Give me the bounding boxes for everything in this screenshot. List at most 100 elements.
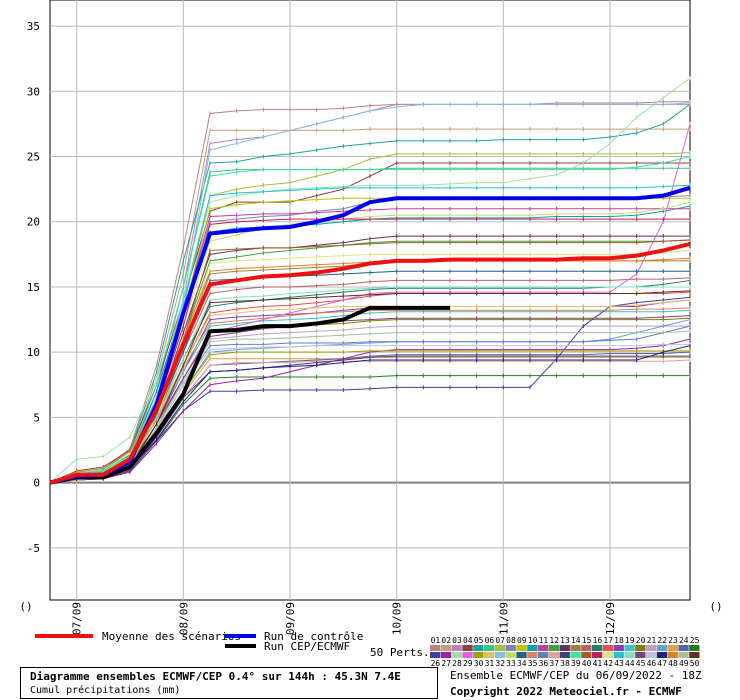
series-line-moyenne-des-sc-narios: [49, 241, 691, 485]
pert-number: 39: [571, 659, 581, 668]
pert-color-swatch: [570, 652, 581, 658]
pert-color-swatch: [440, 652, 452, 658]
copyright: Copyright 2022 Meteociel.fr - ECMWF: [450, 685, 682, 698]
pert-color-swatch: [656, 652, 668, 658]
pert-color-swatch: [602, 645, 614, 651]
pert-number: 21: [647, 636, 657, 645]
pert-color-swatch: [689, 652, 700, 658]
pert-number: 14: [571, 636, 581, 645]
pert-color-swatch: [624, 645, 635, 651]
pert-number: 16: [593, 636, 603, 645]
pert-number: 17: [603, 636, 613, 645]
pert-color-swatch: [678, 652, 689, 658]
pert-color-swatch: [570, 645, 581, 651]
pert-color-swatch: [505, 652, 516, 658]
pert-color-swatch: [646, 652, 657, 658]
x-tick-label: 09/09: [284, 602, 297, 635]
pert-number: 06: [485, 636, 495, 645]
pert-number: 31: [485, 659, 495, 668]
pert-number: 37: [549, 659, 559, 668]
pert-color-swatch: [430, 652, 441, 658]
pert-number: 05: [474, 636, 484, 645]
pert-color-swatch: [538, 645, 549, 651]
pert-number: 19: [625, 636, 635, 645]
legend-mean-label: Moyenne des scénarios: [102, 630, 241, 643]
x-tick-label: 11/09: [497, 602, 510, 635]
pert-color-swatch: [678, 645, 689, 651]
pert-color-swatch: [451, 645, 462, 651]
x-tick-label: 08/09: [177, 602, 190, 635]
pert-color-swatch: [516, 645, 527, 651]
pert-number: 04: [463, 636, 473, 645]
pert-number: 15: [582, 636, 592, 645]
y-tick-label: 5: [33, 411, 40, 424]
pert-number: 12: [549, 636, 559, 645]
pert-number: 36: [539, 659, 549, 668]
pert-color-swatch: [548, 645, 560, 651]
legend-cep-label: Run CEP/ECMWF: [264, 640, 350, 653]
pert-number: 13: [560, 636, 570, 645]
pert-color-swatch: [592, 652, 603, 658]
pert-color-swatch: [440, 645, 452, 651]
pert-number: 41: [593, 659, 603, 668]
pert-color-swatch: [592, 645, 603, 651]
pert-number: 03: [452, 636, 462, 645]
pert-color-swatch: [451, 652, 462, 658]
x-tick-label: 12/09: [604, 602, 617, 635]
pert-number: 25: [690, 636, 700, 645]
pert-color-swatch: [602, 652, 614, 658]
y-tick-label: 25: [27, 151, 40, 164]
pert-number: 18: [614, 636, 624, 645]
pert-number: 38: [560, 659, 570, 668]
pert-number: 24: [679, 636, 689, 645]
pert-color-swatch: [635, 652, 646, 658]
pert-number: 27: [441, 659, 451, 668]
pert-color-swatch: [559, 652, 570, 658]
chart-title-box: Diagramme ensembles ECMWF/CEP 0.4° sur 1…: [20, 667, 438, 699]
pert-color-swatch: [473, 652, 484, 658]
y-tick-label: 10: [27, 346, 40, 359]
pert-color-swatch: [581, 645, 592, 651]
pert-number: 45: [636, 659, 646, 668]
pert-color-swatch: [473, 645, 484, 651]
y-tick-label: 20: [27, 216, 40, 229]
legend-control-label: Run de contrôle: [264, 630, 363, 643]
pert-color-swatch: [613, 652, 624, 658]
chart-subtitle: Cumul précipitations (mm): [30, 685, 181, 696]
pert-color-swatch: [527, 645, 538, 651]
pert-color-swatch: [581, 652, 592, 658]
pert-color-swatch: [462, 652, 473, 658]
x-tick-label: 07/09: [71, 602, 84, 635]
pert-number: 50: [690, 659, 700, 668]
pert-color-swatch: [656, 645, 668, 651]
grid: [50, 0, 690, 600]
pert-color-swatch: [559, 645, 570, 651]
pert-color-swatch: [613, 645, 624, 651]
pert-number: 20: [636, 636, 646, 645]
pert-color-swatch: [505, 645, 516, 651]
pert-color-swatch: [635, 645, 646, 651]
pert-color-swatch: [667, 652, 678, 658]
pert-color-swatch: [430, 645, 441, 651]
pert-number: 23: [668, 636, 678, 645]
pert-number: 02: [441, 636, 451, 645]
pert-color-swatch: [484, 645, 495, 651]
pert-number: 11: [539, 636, 549, 645]
pert-number: 44: [625, 659, 635, 668]
pert-color-swatch: [484, 652, 495, 658]
x-axis-ticks: 07/09 08/09 09/09 10/09 11/09 12/09 () (): [19, 600, 722, 635]
y-tick-label: 30: [27, 85, 40, 98]
pert-number: 34: [517, 659, 527, 668]
pert-number: 09: [517, 636, 527, 645]
series-line-run-cep-ecmwf: [49, 305, 450, 485]
x-edge-label-right: (): [709, 600, 722, 613]
pert-color-swatch: [516, 652, 527, 658]
y-tick-label: 35: [27, 20, 40, 33]
pert-number: 40: [582, 659, 592, 668]
pert-number: 29: [463, 659, 473, 668]
y-tick-label: 15: [27, 281, 40, 294]
pert-number: 48: [668, 659, 678, 668]
plot-area: [49, 0, 691, 601]
pert-number: 28: [452, 659, 462, 668]
